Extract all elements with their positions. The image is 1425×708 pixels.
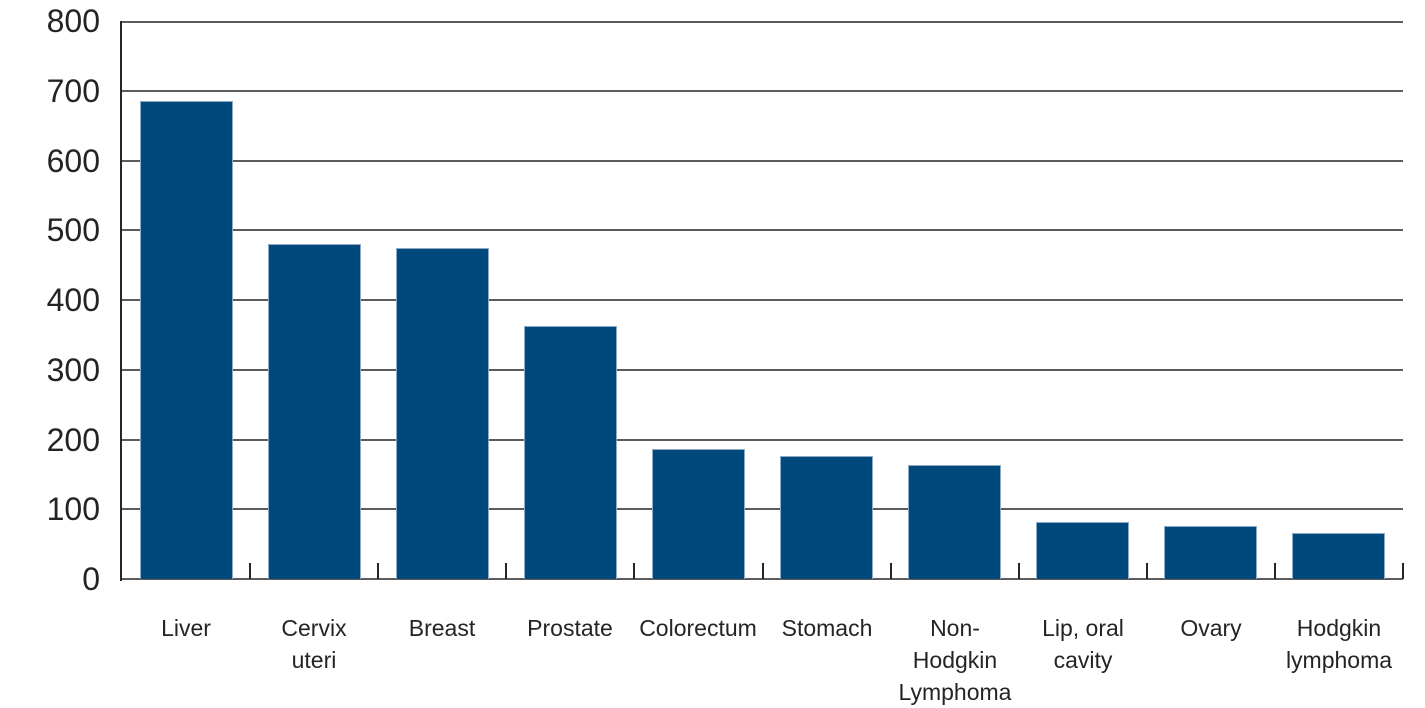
gridline-200: [122, 439, 1403, 441]
gridline-600: [122, 160, 1403, 162]
x-tick-label-ovary: Ovary: [1180, 615, 1242, 641]
y-tick-label-700: 700: [46, 73, 100, 109]
x-axis-boundary-tick: [377, 563, 379, 579]
x-axis-boundary-tick: [1146, 563, 1148, 579]
y-tick-label-600: 600: [46, 143, 100, 179]
y-tick-label-0: 0: [82, 561, 100, 597]
x-tick-label-liver: Liver: [161, 615, 211, 641]
y-tick-label-500: 500: [46, 212, 100, 248]
x-axis-boundary-tick: [1402, 563, 1404, 579]
bar-liver: [140, 101, 233, 579]
x-axis-boundary-tick: [505, 563, 507, 579]
x-tick-label-non-hodgkin-lymphoma: Non- Hodgkin Lymphoma: [898, 615, 1012, 705]
y-tick-label-100: 100: [46, 491, 100, 527]
bar-hodgkin-lymphoma: [1292, 533, 1385, 579]
bar-non-hodgkin-lymphoma: [908, 465, 1001, 579]
x-axis-boundary-tick: [762, 563, 764, 579]
x-tick-label-prostate: Prostate: [527, 615, 613, 641]
y-tick-label-800: 800: [46, 3, 100, 39]
gridline-100: [122, 508, 1403, 510]
x-axis-boundary-tick: [249, 563, 251, 579]
x-tick-label-colorectum: Colorectum: [639, 615, 757, 641]
gridline-400: [122, 299, 1403, 301]
x-axis-boundary-tick: [890, 563, 892, 579]
gridline-500: [122, 229, 1403, 231]
bar-prostate: [524, 326, 617, 579]
y-tick-label-300: 300: [46, 352, 100, 388]
gridline-700: [122, 90, 1403, 92]
x-axis-boundary-tick: [1018, 563, 1020, 579]
y-tick-label-400: 400: [46, 282, 100, 318]
x-tick-label-stomach: Stomach: [781, 615, 873, 641]
x-axis-boundary-tick: [633, 563, 635, 579]
gridline-300: [122, 369, 1403, 371]
y-tick-label-200: 200: [46, 422, 100, 458]
x-axis-boundary-tick: [1274, 563, 1276, 579]
y-axis-line: [120, 21, 122, 581]
x-tick-label-breast: Breast: [408, 615, 476, 641]
bar-ovary: [1164, 526, 1257, 579]
x-tick-label-lip-oral-cavity: Lip, oral cavity: [1042, 615, 1124, 673]
x-axis-line: [122, 578, 1403, 580]
x-tick-label-cervix-uteri: Cervix uteri: [281, 615, 347, 673]
plot-area: [120, 21, 1404, 581]
bar-colorectum: [652, 449, 745, 579]
bar-lip-oral-cavity: [1036, 522, 1129, 579]
bar-breast: [396, 248, 489, 579]
x-tick-label-hodgkin-lymphoma: Hodgkin lymphoma: [1285, 615, 1393, 673]
bar-stomach: [780, 456, 873, 579]
bar-cervix-uteri: [268, 244, 361, 579]
gridline-800: [122, 21, 1403, 23]
